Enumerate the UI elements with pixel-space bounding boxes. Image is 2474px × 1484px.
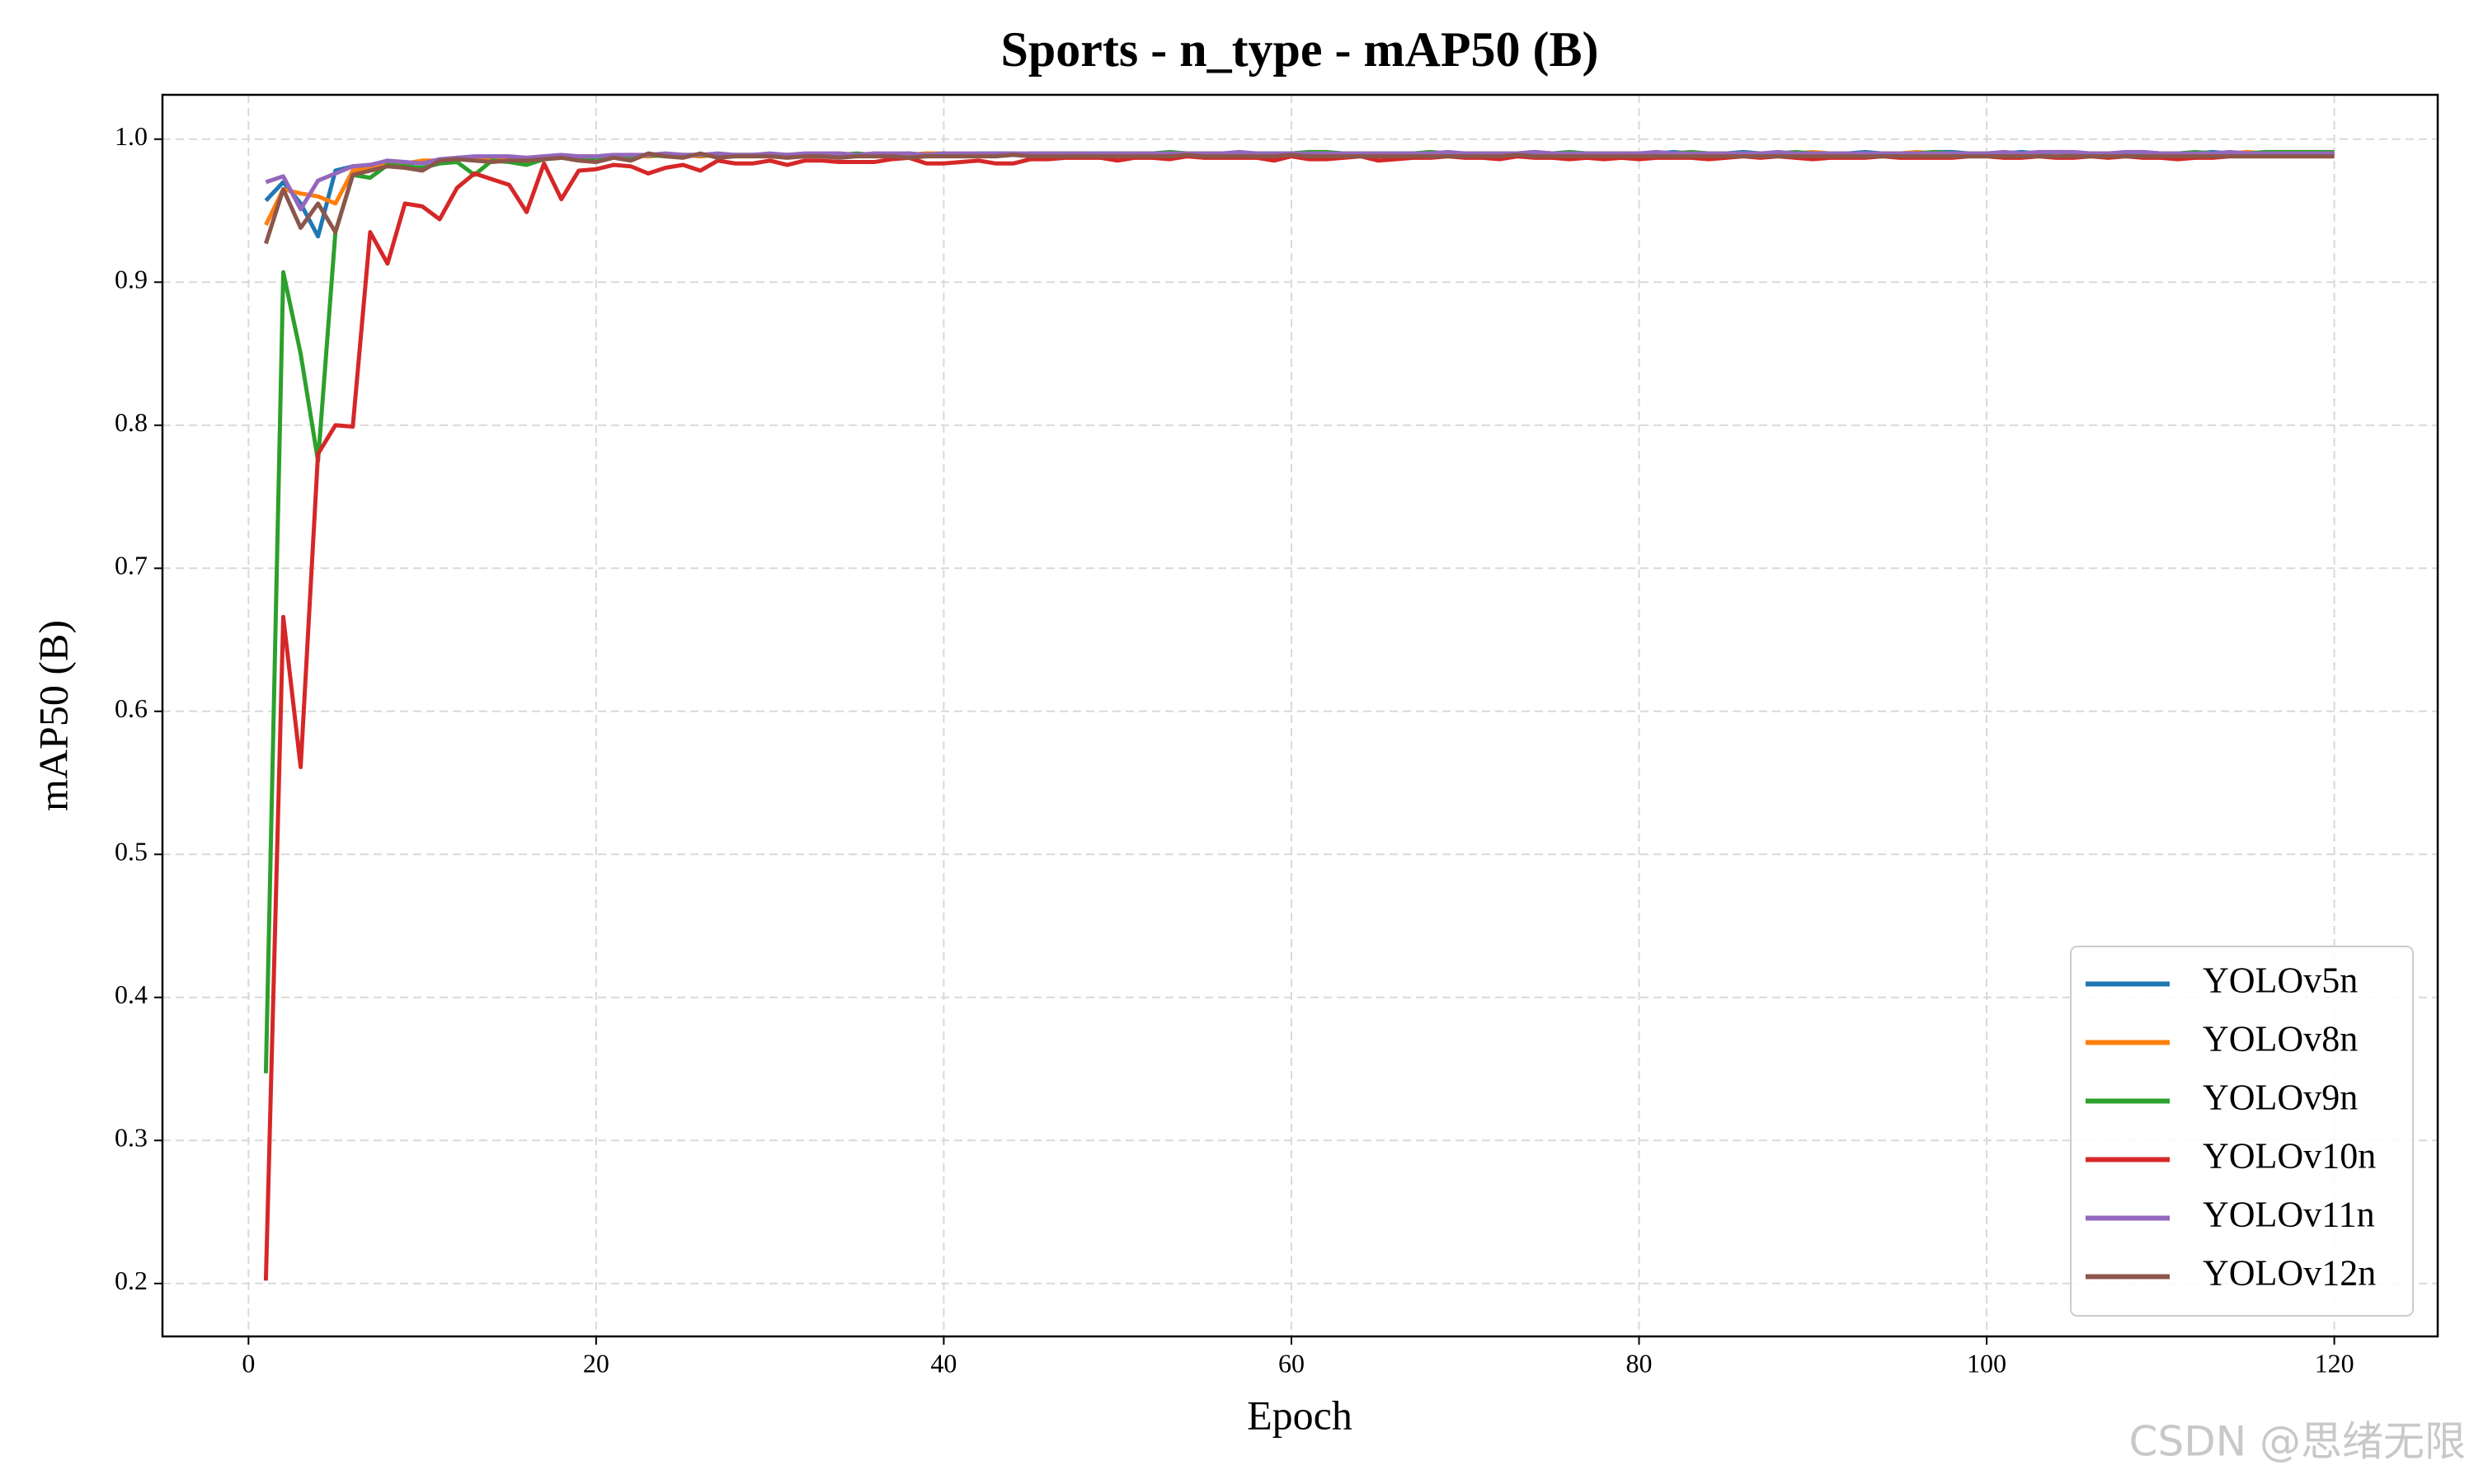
y-tick-label: 0.8 — [115, 407, 148, 437]
legend-label: YOLOv12n — [2203, 1253, 2376, 1294]
chart-title: Sports - n_type - mAP50 (B) — [1001, 22, 1599, 77]
x-tick-label: 0 — [242, 1348, 255, 1378]
legend-label: YOLOv11n — [2203, 1195, 2375, 1235]
x-tick-label: 20 — [583, 1348, 609, 1378]
legend-label: YOLOv8n — [2203, 1019, 2358, 1059]
legend-box — [2070, 946, 2414, 1317]
y-tick-label: 1.0 — [115, 121, 148, 151]
plot-frame — [161, 93, 2439, 1338]
x-tick-label: 80 — [1626, 1348, 1653, 1378]
y-tick-label: 0.4 — [115, 979, 148, 1009]
y-tick-label: 0.5 — [115, 837, 148, 866]
x-tick-label: 40 — [930, 1348, 957, 1378]
y-tick-label: 0.7 — [115, 551, 148, 580]
legend-label: YOLOv10n — [2203, 1136, 2376, 1176]
x-tick-label: 60 — [1278, 1348, 1305, 1378]
legend-label: YOLOv5n — [2203, 960, 2358, 1001]
y-tick-label: 0.6 — [115, 693, 148, 723]
y-axis-label: mAP50 (B) — [30, 620, 76, 811]
x-tick-label: 120 — [2315, 1348, 2354, 1378]
legend: YOLOv5n YOLOv8n YOLOv9n YOLOv10n YOLOv11n YOL… — [2070, 946, 2414, 1317]
watermark: CSDN @思绪无限 — [2129, 1418, 2466, 1466]
y-tick-label: 0.2 — [115, 1266, 148, 1295]
y-tick-label: 0.3 — [115, 1123, 148, 1153]
series-line — [264, 151, 2335, 245]
x-axis-label: Epoch — [1247, 1392, 1352, 1438]
legend-label: YOLOv9n — [2203, 1078, 2358, 1118]
series-line — [265, 149, 2335, 212]
y-tick-label: 0.9 — [115, 265, 148, 294]
x-tick-label: 100 — [1967, 1348, 2006, 1378]
